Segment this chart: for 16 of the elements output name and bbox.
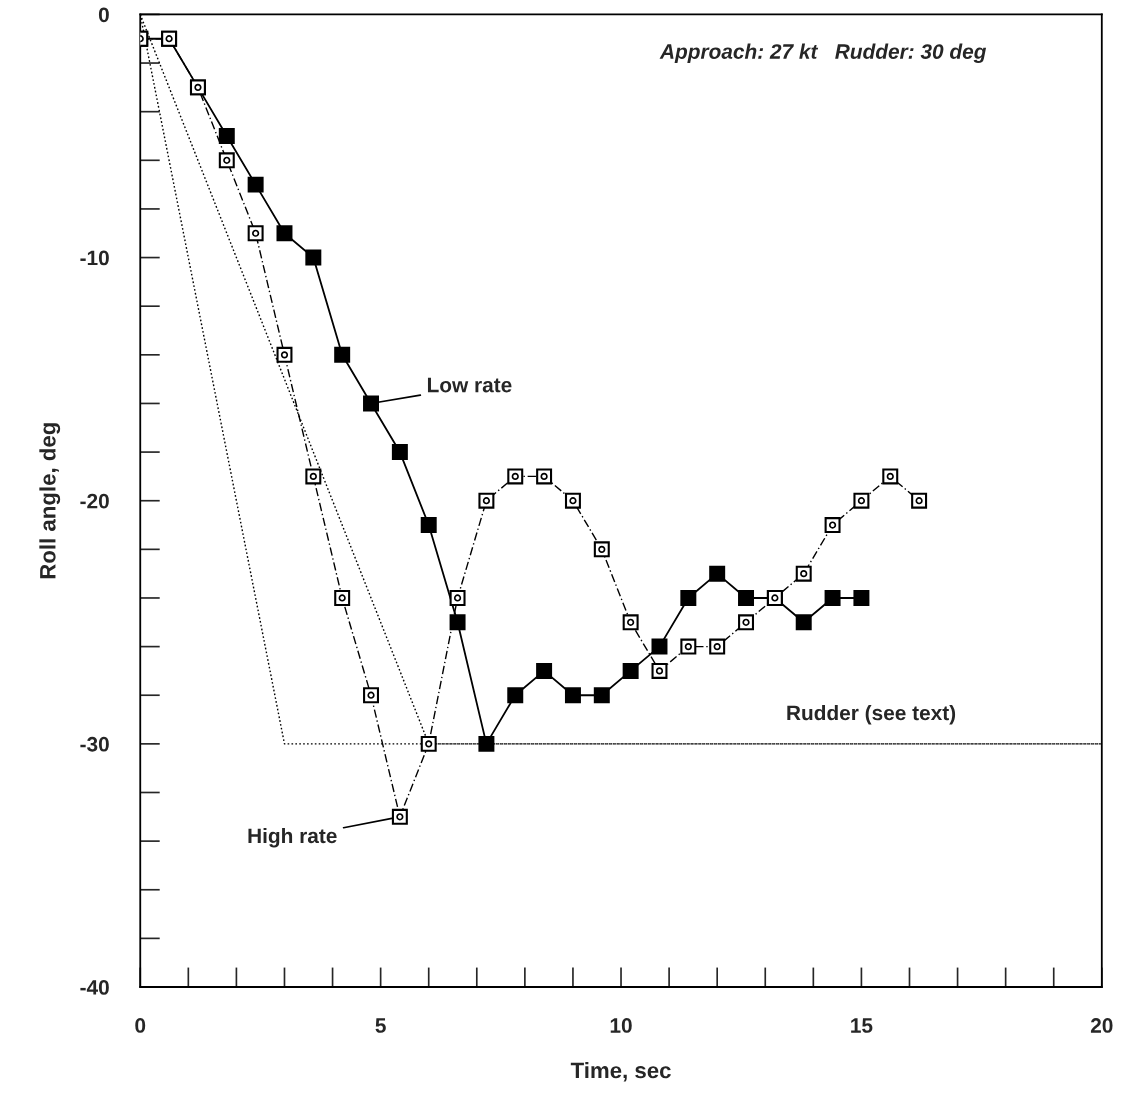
y-tick-label: 0: [98, 7, 109, 23]
x-tick-label: 5: [375, 1018, 386, 1033]
x-tick-label: 0: [135, 1018, 146, 1033]
annotation: Approach: 27 kt Rudder: 30 deg: [659, 43, 987, 64]
x-tick-label: 20: [1090, 1018, 1113, 1033]
x-tick-label: 10: [610, 1018, 632, 1033]
x-tick-label: 15: [851, 1018, 873, 1033]
annotation: High rate: [248, 827, 337, 848]
y-axis-title: Roll angle, deg: [39, 423, 61, 579]
y-tick-label: -30: [80, 736, 109, 752]
y-tick-label: -10: [80, 250, 109, 266]
annotation: Rudder (see text): [787, 705, 956, 725]
annotation: Low rate: [427, 377, 512, 393]
y-tick-label: -40: [80, 980, 109, 995]
x-axis-title: Time, sec: [570, 1061, 671, 1082]
y-tick-label: -20: [80, 493, 109, 509]
